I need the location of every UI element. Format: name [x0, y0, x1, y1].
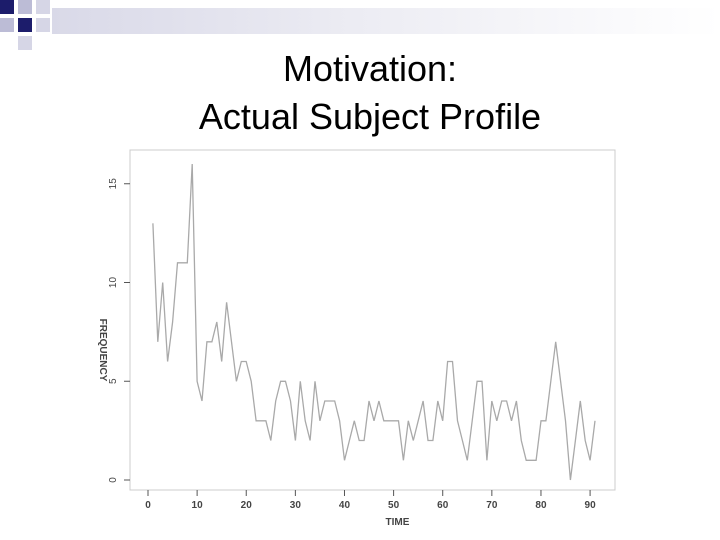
x-tick-label: 90 [585, 500, 597, 511]
title-gradient-bar [52, 8, 720, 34]
y-tick-label: 0 [108, 477, 119, 483]
deco-square-dark [0, 0, 14, 14]
deco-square-light [36, 0, 50, 14]
deco-square-light [18, 36, 32, 50]
slide-title-line2: Actual Subject Profile [198, 96, 542, 137]
x-tick-label: 50 [388, 500, 400, 511]
x-tick-label: 20 [241, 500, 253, 511]
x-tick-label: 80 [535, 500, 547, 511]
series-line [152, 163, 596, 481]
frequency-line-chart: 0 10 20 30 40 50 60 70 80 90 0 5 10 15 TIME FREQUENCY [97, 149, 616, 528]
x-tick-label: 30 [290, 500, 302, 511]
deco-square-dark [18, 18, 32, 32]
title-decoration [0, 0, 720, 50]
x-tick-label: 10 [192, 500, 204, 511]
deco-square-light [36, 18, 50, 32]
deco-square-light [18, 0, 32, 14]
y-axis-label: FREQUENCY [97, 319, 108, 382]
x-tick-label: 60 [437, 500, 449, 511]
deco-square-light [0, 18, 14, 32]
slide-title-line1: Motivation: [282, 48, 458, 89]
y-tick-label: 5 [108, 378, 119, 384]
x-tick-label: 40 [339, 500, 351, 511]
plot-frame [129, 149, 616, 491]
x-tick-label: 70 [486, 500, 498, 511]
y-tick-label: 10 [108, 277, 119, 289]
y-tick-label: 15 [108, 178, 119, 190]
x-axis-label: TIME [386, 517, 410, 528]
x-tick-label: 0 [145, 500, 151, 511]
